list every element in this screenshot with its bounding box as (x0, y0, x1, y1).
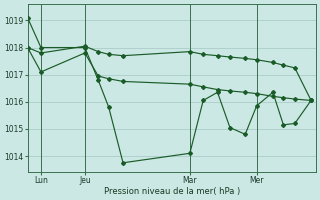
X-axis label: Pression niveau de la mer( hPa ): Pression niveau de la mer( hPa ) (104, 187, 240, 196)
